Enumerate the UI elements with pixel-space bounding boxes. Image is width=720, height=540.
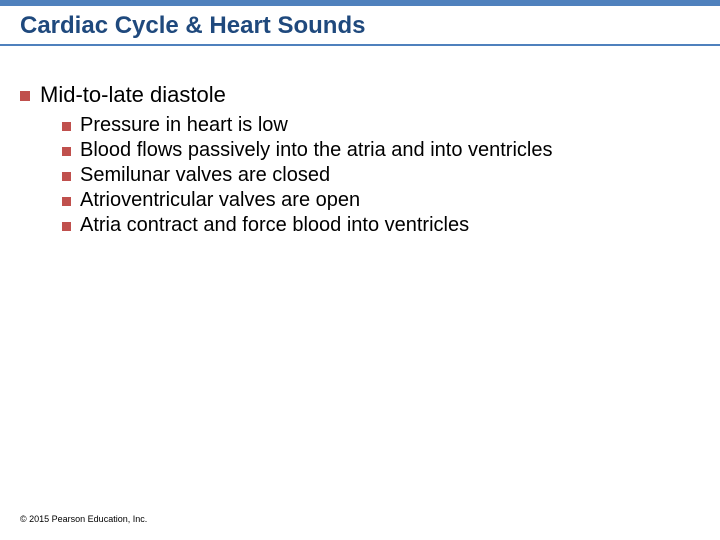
bullet-l1-text: Mid-to-late diastole [40, 82, 226, 108]
bullet-l2-text: Semilunar valves are closed [80, 164, 330, 187]
square-bullet-icon [62, 197, 71, 206]
square-bullet-icon [62, 147, 71, 156]
slide: Cardiac Cycle & Heart Sounds Mid-to-late… [0, 0, 720, 540]
bullet-l2-text: Pressure in heart is low [80, 114, 288, 137]
slide-title: Cardiac Cycle & Heart Sounds [20, 12, 700, 40]
bullet-level2: Atria contract and force blood into vent… [62, 214, 700, 237]
square-bullet-icon [62, 172, 71, 181]
square-bullet-icon [20, 91, 30, 101]
bullet-level2: Semilunar valves are closed [62, 164, 700, 187]
content-area: Mid-to-late diastole Pressure in heart i… [0, 46, 720, 239]
bullet-l2-text: Atrioventricular valves are open [80, 189, 360, 212]
bullet-l2-text: Blood flows passively into the atria and… [80, 139, 552, 162]
title-block: Cardiac Cycle & Heart Sounds [0, 6, 720, 44]
bullet-level1: Mid-to-late diastole [20, 82, 700, 108]
bullet-l2-text: Atria contract and force blood into vent… [80, 214, 469, 237]
bullet-level2: Pressure in heart is low [62, 114, 700, 137]
bullet-level2: Atrioventricular valves are open [62, 189, 700, 212]
square-bullet-icon [62, 122, 71, 131]
bullet-level2: Blood flows passively into the atria and… [62, 139, 700, 162]
square-bullet-icon [62, 222, 71, 231]
copyright-text: © 2015 Pearson Education, Inc. [20, 514, 147, 524]
